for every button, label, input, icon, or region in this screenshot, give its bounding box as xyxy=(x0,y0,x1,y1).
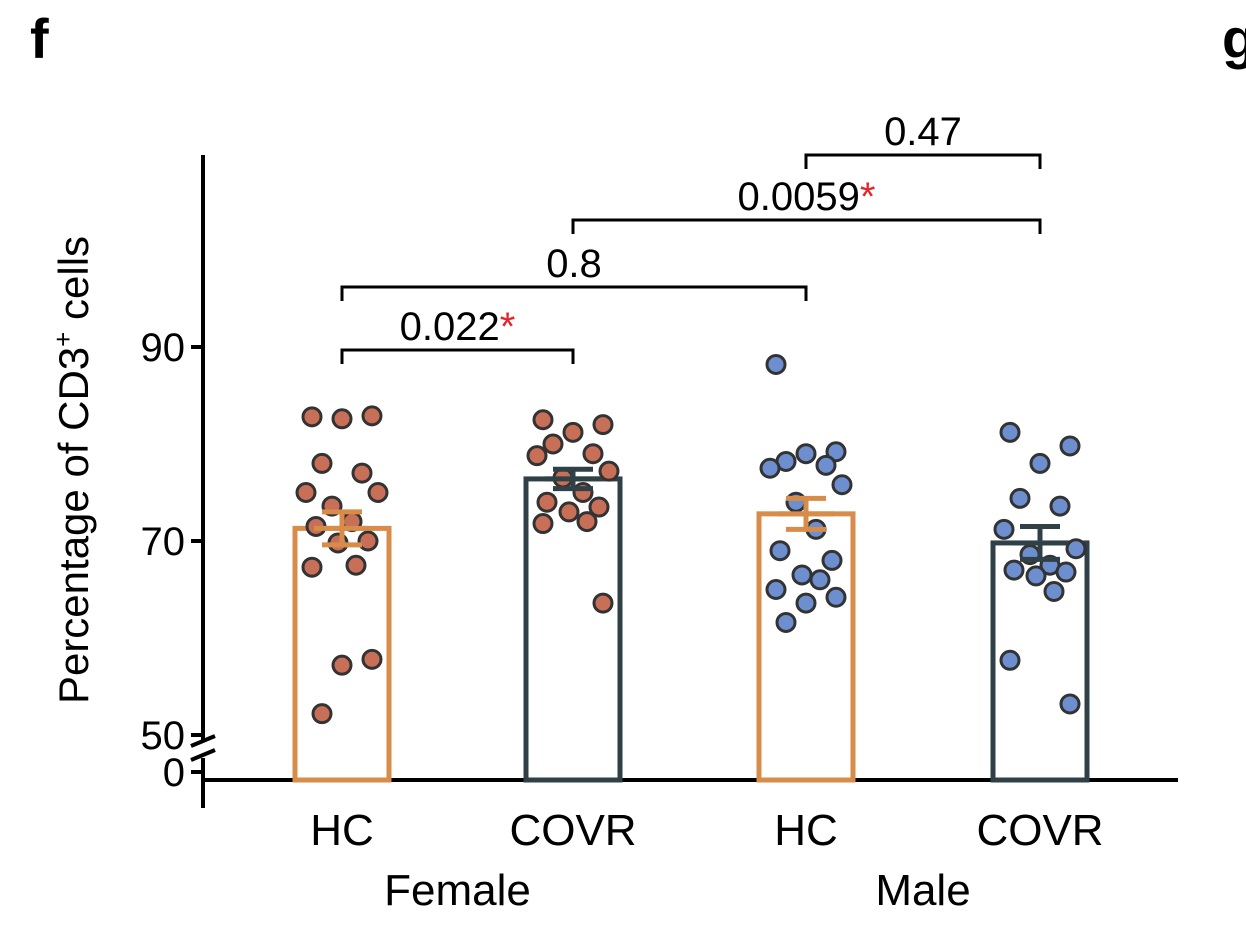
next-panel-label: g xyxy=(1222,7,1246,70)
data-point xyxy=(532,513,554,535)
significance-star: * xyxy=(860,175,876,219)
y-tick-label: 90 xyxy=(141,326,186,370)
data-point xyxy=(592,592,614,614)
data-point xyxy=(993,518,1015,540)
comparison-p-value: 0.47 xyxy=(884,110,962,154)
data-point xyxy=(1043,580,1065,602)
y-axis-label: Percentage of CD3+ cells xyxy=(48,236,97,704)
data-point xyxy=(1059,435,1081,457)
data-point xyxy=(775,611,797,633)
y-axis-label-suffix: cells xyxy=(50,236,97,332)
comparison-p-value: 0.022* xyxy=(400,305,516,349)
data-point xyxy=(1065,538,1087,560)
data-point xyxy=(821,549,843,571)
data-point xyxy=(357,530,379,552)
data-point xyxy=(809,569,831,591)
data-point xyxy=(576,511,598,533)
data-point xyxy=(532,409,554,431)
data-point xyxy=(542,433,564,455)
data-point xyxy=(1003,559,1025,581)
data-point xyxy=(361,405,383,427)
data-point xyxy=(351,462,373,484)
data-point xyxy=(999,649,1021,671)
data-point xyxy=(331,408,353,430)
x-category-label: COVR xyxy=(976,806,1103,855)
data-point xyxy=(301,406,323,428)
data-point xyxy=(311,452,333,474)
data-point xyxy=(592,414,614,436)
data-point xyxy=(598,460,620,482)
data-point xyxy=(769,540,791,562)
data-point xyxy=(361,648,383,670)
y-tick-label: 50 xyxy=(141,714,186,758)
comparison-bracket xyxy=(340,285,808,301)
data-point xyxy=(1009,487,1031,509)
data-point xyxy=(536,491,558,513)
y-axis-label-main: Percentage of CD3 xyxy=(50,347,97,704)
x-group-label: Male xyxy=(875,866,970,915)
data-point xyxy=(1049,495,1071,517)
panel-label: f xyxy=(30,7,49,70)
data-points xyxy=(295,353,1087,725)
axis-break-mark xyxy=(190,734,216,748)
data-point xyxy=(1025,565,1047,587)
data-point xyxy=(526,445,548,467)
x-category-label: HC xyxy=(310,806,374,855)
y-tick-label: 0 xyxy=(163,751,185,795)
y-axis-label-superscript: + xyxy=(48,332,78,347)
data-point xyxy=(759,457,781,479)
significance-star: * xyxy=(500,305,516,349)
data-point xyxy=(1055,561,1077,583)
comparison-bracket xyxy=(804,153,1042,169)
data-point xyxy=(367,482,389,503)
data-point xyxy=(765,353,787,375)
data-point xyxy=(1029,452,1051,474)
data-point xyxy=(301,556,323,578)
data-point xyxy=(582,443,604,465)
data-point xyxy=(825,441,847,463)
data-point xyxy=(825,586,847,608)
data-point xyxy=(331,654,353,676)
data-point xyxy=(795,592,817,614)
data-point xyxy=(558,501,580,523)
error-bars xyxy=(314,466,1068,562)
comparison-bracket xyxy=(571,218,1042,234)
data-point xyxy=(562,421,584,443)
data-point xyxy=(815,454,837,476)
comparison-brackets: 0.022* 0.8 0.0059*0.47 xyxy=(340,110,1042,364)
x-category-label: COVR xyxy=(509,806,636,855)
comparison-p-value: 0.8 xyxy=(546,242,602,286)
data-point xyxy=(345,554,367,576)
data-point xyxy=(765,579,787,600)
data-point xyxy=(311,703,333,725)
data-point xyxy=(1059,693,1081,715)
axis-break-mark xyxy=(190,748,216,762)
data-point xyxy=(795,443,817,465)
x-group-label: Female xyxy=(384,866,531,915)
data-point xyxy=(831,474,853,496)
data-point xyxy=(588,496,610,518)
x-category-label: HC xyxy=(774,806,838,855)
y-tick-label: 70 xyxy=(141,520,186,564)
bars xyxy=(292,476,1090,783)
data-point xyxy=(295,482,317,503)
data-point xyxy=(791,564,813,586)
data-point xyxy=(999,421,1021,443)
comparison-bracket xyxy=(340,348,575,364)
comparison-p-value: 0.0059* xyxy=(738,175,876,219)
